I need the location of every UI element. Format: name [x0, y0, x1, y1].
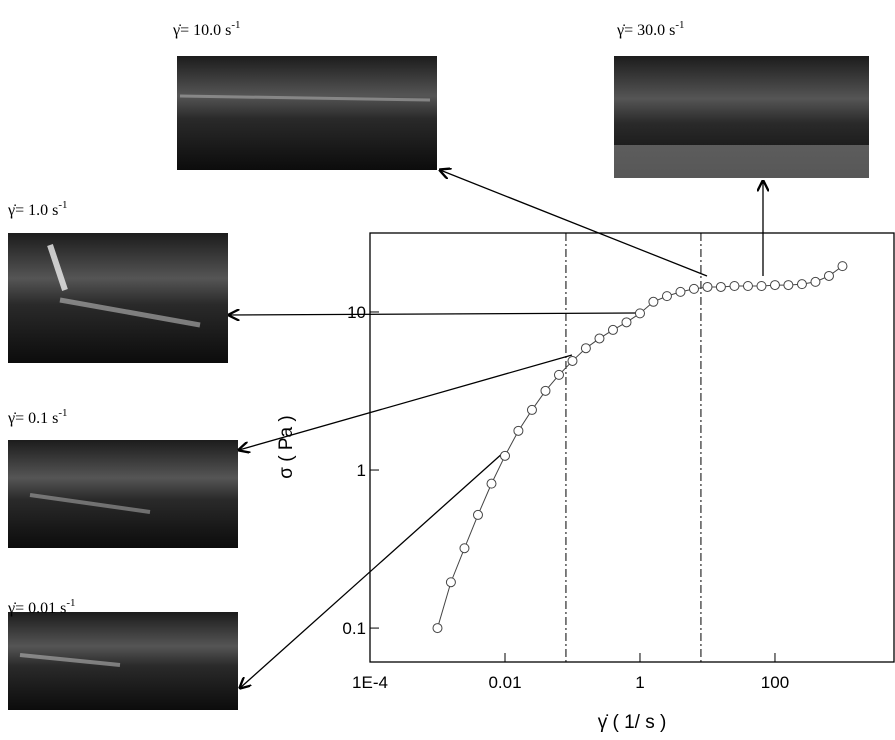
- data-point: [823, 270, 834, 281]
- data-point: [688, 283, 699, 294]
- arrow: [239, 354, 573, 450]
- photo-label-sup: -1: [58, 199, 67, 211]
- data-point: [607, 324, 618, 335]
- data-point: [472, 509, 483, 520]
- arrows: [229, 170, 763, 688]
- arrow: [240, 451, 505, 688]
- photo-label: γ̇= 0.01 s-1: [7, 597, 76, 617]
- data-point: [729, 280, 740, 291]
- photo-streak: [19, 653, 121, 667]
- x-tick-label: 100: [761, 673, 789, 692]
- data-point: [702, 281, 713, 292]
- data-point: [796, 279, 807, 290]
- data-point: [580, 343, 591, 354]
- data-point: [742, 280, 753, 291]
- data-point: [837, 261, 848, 272]
- data-point: [445, 577, 456, 588]
- x-tick-label: 0.01: [488, 673, 521, 692]
- y-tick-label: 0.1: [342, 619, 366, 638]
- photo-label-sup: -1: [675, 19, 684, 31]
- data-point: [756, 280, 767, 291]
- photo-streak: [614, 145, 869, 178]
- arrow: [229, 313, 640, 315]
- data-point: [769, 280, 780, 291]
- y-tick-label: 10: [347, 303, 366, 322]
- photo-label-text: γ̇= 1.0 s: [7, 202, 58, 219]
- data-point: [486, 478, 497, 489]
- photo-streak: [179, 94, 431, 102]
- data-point: [513, 425, 524, 436]
- photo: [8, 440, 238, 548]
- photo-streak: [47, 244, 68, 291]
- data-point: [621, 317, 632, 328]
- photo: [8, 612, 238, 710]
- data-point: [661, 291, 672, 302]
- data-point: [594, 333, 605, 344]
- data-point: [499, 450, 510, 461]
- photo-label-sup: -1: [66, 597, 75, 609]
- photo-streak: [29, 493, 151, 514]
- data-point: [526, 404, 537, 415]
- x-tick-label: 1: [635, 673, 644, 692]
- data-point: [675, 286, 686, 297]
- photo-label-text: γ̇= 0.01 s: [7, 600, 66, 617]
- data-line: [437, 265, 843, 629]
- data-point: [567, 355, 578, 366]
- arrow: [440, 170, 708, 277]
- data-point: [540, 385, 551, 396]
- photo-label: γ̇= 0.1 s-1: [7, 407, 68, 427]
- photo: [177, 56, 437, 170]
- photo: [8, 233, 228, 363]
- photos: [8, 56, 869, 710]
- plot-frame: [369, 232, 895, 663]
- photo-streak: [59, 297, 201, 328]
- data-point: [810, 276, 821, 287]
- data-point: [553, 369, 564, 380]
- data-point: [459, 543, 470, 554]
- photo-label: γ̇= 10.0 s-1: [172, 19, 241, 39]
- photo-label: γ̇= 1.0 s-1: [7, 199, 68, 219]
- photo-label-text: γ̇= 0.1 s: [7, 410, 58, 427]
- y-axis-label: σ ( Pa ): [276, 415, 297, 478]
- data-point: [648, 296, 659, 307]
- data-point: [634, 308, 645, 319]
- photo-label-sup: -1: [58, 407, 67, 419]
- photo-label-text: γ̇= 10.0 s: [172, 22, 231, 39]
- photo-label: γ̇= 30.0 s-1: [616, 19, 685, 39]
- x-tick-label: 1E-4: [352, 673, 388, 692]
- photo-label-sup: -1: [231, 19, 240, 31]
- data-point: [432, 623, 443, 634]
- data-point: [783, 280, 794, 291]
- x-axis-label: γ̇ ( 1/ s ): [598, 712, 667, 733]
- data-point: [715, 281, 726, 292]
- y-tick-label: 1: [357, 461, 366, 480]
- photo-label-text: γ̇= 30.0 s: [616, 22, 675, 39]
